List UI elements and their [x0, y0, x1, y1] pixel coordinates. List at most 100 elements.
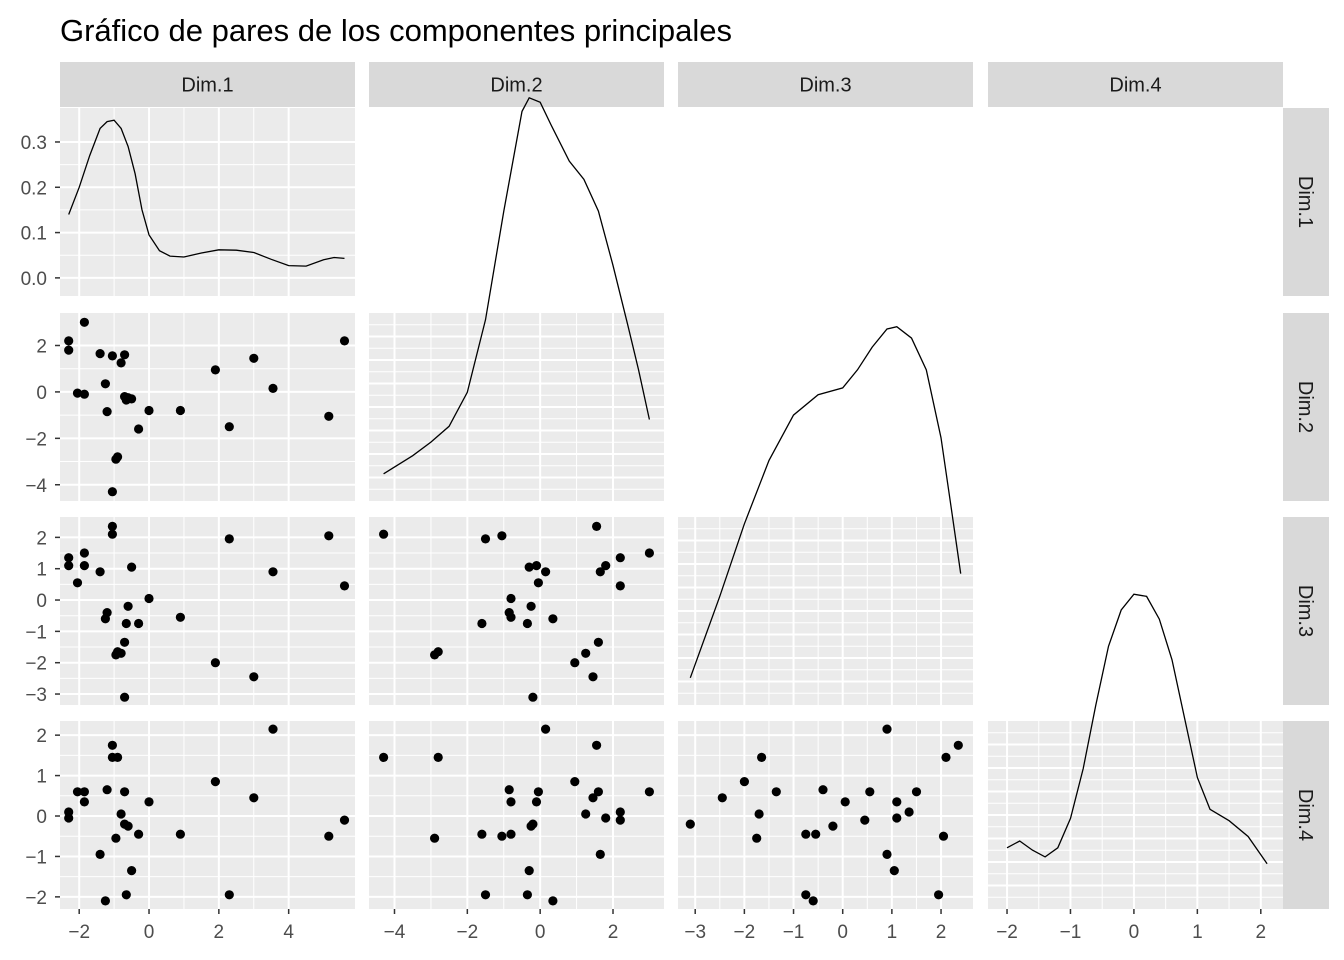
- data-point: [480, 534, 491, 544]
- x-tick-label: 2: [608, 922, 619, 943]
- data-point: [433, 752, 443, 763]
- data-point: [116, 358, 126, 368]
- data-point: [570, 658, 580, 668]
- data-point: [79, 561, 89, 571]
- data-point: [144, 797, 154, 807]
- data-point: [339, 581, 350, 591]
- data-point: [144, 405, 154, 416]
- data-point: [64, 561, 74, 571]
- data-point: [477, 618, 487, 629]
- data-point: [892, 797, 902, 807]
- data-point: [123, 821, 133, 831]
- data-point: [79, 797, 89, 807]
- data-point: [506, 612, 516, 622]
- data-point: [522, 890, 533, 900]
- y-tick-label: 0: [36, 807, 47, 828]
- data-point: [506, 797, 516, 807]
- data-point: [339, 815, 350, 825]
- data-point: [522, 618, 533, 629]
- column-strip-dim3: [678, 62, 973, 107]
- data-point: [249, 672, 259, 682]
- data-point: [811, 829, 821, 839]
- row-strip-dim1: [1283, 108, 1329, 296]
- data-point: [324, 531, 334, 541]
- column-strip-dim1: [60, 62, 355, 107]
- data-point: [210, 777, 220, 787]
- data-point: [224, 890, 234, 900]
- data-point: [892, 813, 902, 823]
- data-point: [533, 578, 544, 588]
- data-point: [506, 593, 516, 604]
- data-point: [134, 829, 144, 839]
- data-point: [601, 561, 611, 571]
- plot-layer: Dim.1 Dim.2 Dim.3 Dim.4 Dim.1 Dim.2 Dim.3 Dim.4…: [21, 62, 1329, 943]
- panel-background: [60, 313, 355, 501]
- data-point: [889, 866, 899, 876]
- data-point: [430, 833, 440, 843]
- data-point: [127, 394, 137, 404]
- data-point: [528, 692, 538, 702]
- data-point: [79, 389, 89, 399]
- data-point: [524, 866, 534, 876]
- data-point: [120, 692, 130, 702]
- data-point: [379, 529, 389, 539]
- y-tick-label: 0.3: [21, 133, 47, 154]
- y-axis-row-dim2: −4 −2 0 2: [25, 336, 60, 497]
- y-tick-label: −1: [25, 622, 47, 643]
- data-point: [121, 618, 131, 629]
- y-tick-label: 0.0: [21, 269, 47, 290]
- data-point: [268, 383, 278, 393]
- column-strip-label-dim2: Dim.2: [490, 75, 542, 97]
- density-curve-dim1: [68, 119, 345, 267]
- y-tick-label: −1: [25, 847, 47, 868]
- x-tick-label: 0: [535, 922, 546, 943]
- x-tick-label: 0: [1129, 922, 1140, 943]
- chart-title: Gráfico de pares de los componentes prin…: [60, 13, 732, 48]
- data-point: [593, 637, 604, 647]
- panel-background: [60, 721, 355, 909]
- x-tick-label: −2: [68, 922, 90, 943]
- data-point: [524, 562, 534, 572]
- data-point: [548, 896, 558, 906]
- data-point: [175, 612, 185, 622]
- y-tick-label: 2: [36, 726, 47, 747]
- panel-dim4-dim3: [678, 721, 973, 909]
- data-point: [121, 890, 131, 900]
- data-point: [615, 553, 625, 563]
- data-point: [268, 567, 278, 577]
- data-point: [757, 752, 767, 763]
- data-point: [324, 411, 334, 421]
- x-tick-label: 1: [887, 922, 898, 943]
- panel-background: [60, 108, 355, 296]
- data-point: [72, 787, 83, 797]
- data-point: [107, 529, 117, 539]
- y-tick-label: −2: [25, 888, 47, 909]
- y-tick-label: 1: [36, 767, 47, 788]
- panel-dim4-dim4: [988, 593, 1283, 909]
- data-point: [808, 896, 818, 906]
- data-point: [116, 648, 126, 658]
- panel-dim4-dim2: [369, 721, 664, 909]
- data-point: [717, 793, 727, 803]
- data-point: [268, 724, 278, 734]
- data-point: [541, 567, 551, 577]
- panel-dim2-dim1: [60, 313, 355, 501]
- y-tick-label: 2: [36, 336, 47, 357]
- panel-dim3-dim3: [678, 325, 973, 705]
- data-point: [533, 787, 544, 797]
- x-tick-label: −3: [684, 922, 706, 943]
- data-point: [120, 350, 130, 360]
- data-point: [904, 807, 914, 817]
- data-point: [601, 813, 611, 823]
- data-point: [95, 349, 105, 359]
- data-point: [685, 819, 695, 829]
- data-point: [144, 593, 154, 604]
- y-tick-label: −3: [25, 685, 47, 706]
- x-tick-label: −4: [384, 922, 406, 943]
- x-tick-label: 2: [214, 922, 225, 943]
- data-point: [644, 787, 655, 797]
- data-point: [938, 831, 949, 841]
- data-point: [615, 581, 625, 591]
- column-strip-dim4: [988, 62, 1283, 107]
